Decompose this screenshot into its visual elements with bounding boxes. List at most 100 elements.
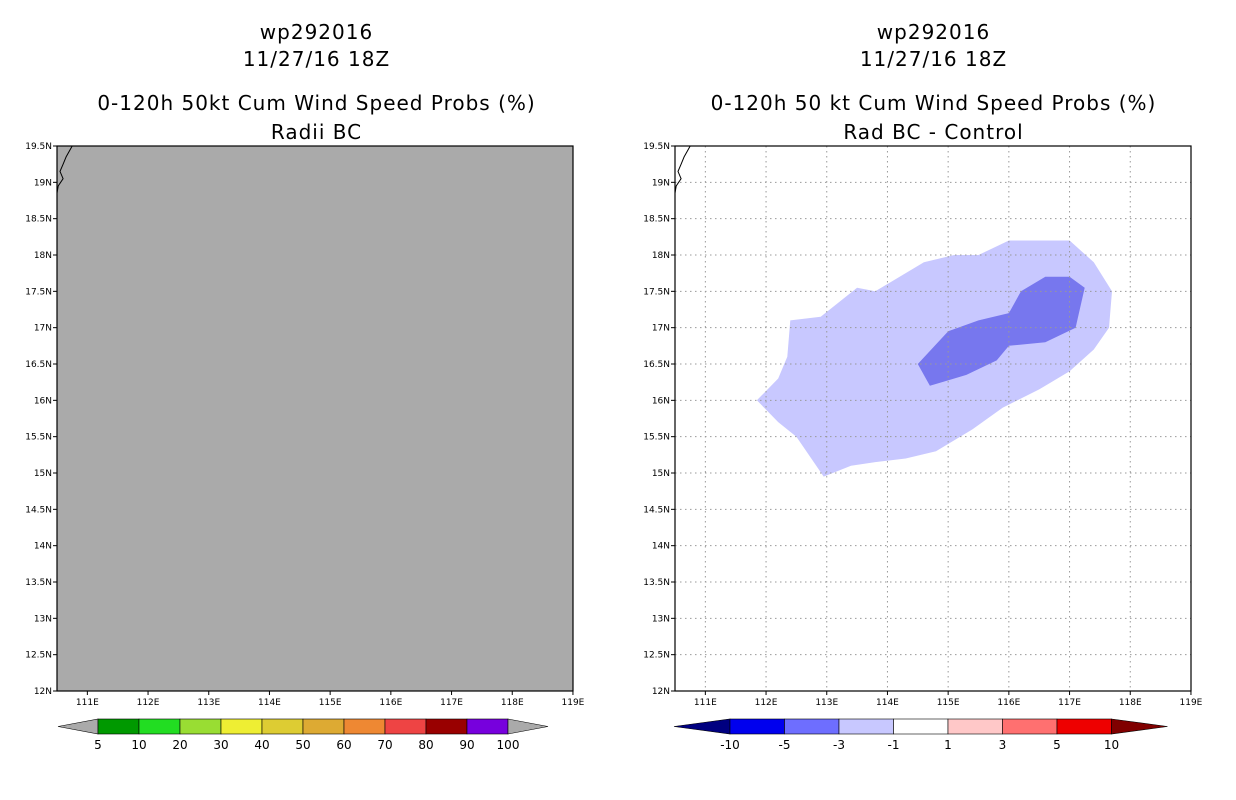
right-colorbar-box-3 [893,718,949,735]
right-frame [674,145,1192,692]
right-xtick-5: 116E [997,698,1020,708]
right-colorbar-high-arrow [1111,718,1168,735]
right-colorbar-box-0 [729,718,785,735]
right-ytick-6: 16.5N [643,360,670,370]
right-xtick-6: 117E [1058,698,1081,708]
left-colorbar-box-0 [97,718,140,735]
left-title-4: Radii BC [270,120,363,144]
left-ytick-10: 14.5N [25,505,52,515]
left-ytick-14: 12.5N [25,651,52,661]
left-ytick-15: 12N [34,687,52,697]
right-colorbar-label-3: -1 [888,738,900,752]
left-colorbar-label-9: 90 [459,738,474,752]
left-colorbar-box-9 [466,718,509,735]
right-xtick-4: 115E [937,698,960,708]
right-title-2: 11/27/16 18Z [859,47,1008,71]
left-xtick-1: 112E [137,698,160,708]
left-ytick-3: 18N [34,251,52,261]
right-colorbar-box-6 [1056,718,1112,735]
left-title-1: wp292016 [259,20,374,44]
left-xtick-4: 115E [319,698,342,708]
right-ytick-15: 12N [652,687,670,697]
left-colorbar-box-6 [343,718,386,735]
right-colorbar-label-2: -3 [833,738,845,752]
left-colorbar-label-10: 100 [497,738,520,752]
left-colorbar-box-4 [261,718,304,735]
left-colorbar-label-2: 20 [172,738,187,752]
left-ytick-7: 16N [34,396,52,406]
right-colorbar-box-1 [784,718,840,735]
right-ytick-9: 15N [652,469,670,479]
right-title-1: wp292016 [876,20,991,44]
right-xtick-8: 119E [1180,698,1203,708]
left-ytick-5: 17N [34,324,52,334]
right-ytick-1: 19N [652,178,670,188]
left-colorbar-box-5 [302,718,345,735]
left-map-panel: 111E 112E 113E 114E 115E 116E 117E 118E 119E 19.5… [25,142,585,752]
left-coastline [56,145,73,194]
left-colorbar-label-4: 40 [254,738,269,752]
left-xtick-0: 111E [76,698,99,708]
right-colorbar-label-7: 10 [1104,738,1119,752]
right-title-3: 0-120h 50 kt Cum Wind Speed Probs (%) [710,91,1157,115]
left-ytick-1: 19N [34,178,52,188]
left-colorbar-label-1: 10 [131,738,146,752]
left-colorbar-high-arrow [507,718,549,735]
right-ytick-11: 14N [652,542,670,552]
left-frame [56,145,574,692]
left-xtick-7: 118E [501,698,524,708]
left-xtick-8: 119E [562,698,585,708]
left-ytick-0: 19.5N [25,142,52,152]
left-ytick-8: 15.5N [25,433,52,443]
right-ytick-14: 12.5N [643,651,670,661]
left-title-2: 11/27/16 18Z [242,47,391,71]
left-ytick-13: 13N [34,614,52,624]
right-colorbar-label-4: 1 [944,738,952,752]
left-ytick-9: 15N [34,469,52,479]
left-ytick-12: 13.5N [25,578,52,588]
right-ytick-13: 13N [652,614,670,624]
right-ytick-0: 19.5N [643,142,670,152]
left-colorbar-low-arrow [57,718,99,735]
left-colorbar-label-6: 60 [336,738,351,752]
left-colorbar-box-2 [179,718,222,735]
right-colorbar-box-4 [947,718,1003,735]
left-xtick-3: 114E [258,698,281,708]
right-coastline [674,145,691,194]
right-xtick-0: 111E [694,698,717,708]
right-xtick-1: 112E [755,698,778,708]
right-colorbar-box-5 [1002,718,1058,735]
left-colorbar-label-8: 80 [418,738,433,752]
right-ytick-5: 17N [652,324,670,334]
left-colorbar-box-1 [138,718,181,735]
left-colorbar-label-5: 50 [295,738,310,752]
right-ytick-7: 16N [652,396,670,406]
left-plot-area [57,146,573,691]
right-colorbar-label-0: -10 [720,738,740,752]
right-colorbar-box-2 [838,718,894,735]
right-xtick-7: 118E [1119,698,1142,708]
right-ytick-10: 14.5N [643,505,670,515]
left-colorbar-box-8 [425,718,468,735]
right-ytick-3: 18N [652,251,670,261]
right-colorbar-label-5: 3 [999,738,1007,752]
left-colorbar-box-3 [220,718,263,735]
left-ytick-6: 16.5N [25,360,52,370]
right-colorbar-label-6: 5 [1053,738,1061,752]
left-ytick-11: 14N [34,542,52,552]
right-ytick-8: 15.5N [643,433,670,443]
right-colorbar-label-1: -5 [779,738,791,752]
left-colorbar-label-7: 70 [377,738,392,752]
right-title-4: Rad BC - Control [843,120,1024,144]
left-colorbar-box-7 [384,718,427,735]
left-colorbar-label-0: 5 [94,738,102,752]
left-title-3: 0-120h 50kt Cum Wind Speed Probs (%) [97,91,536,115]
right-xtick-3: 114E [876,698,899,708]
left-xtick-2: 113E [197,698,220,708]
right-colorbar-low-arrow [673,718,731,735]
right-xtick-2: 113E [815,698,838,708]
right-map-panel: 111E 112E 113E 114E 115E 116E 117E 118E 119E 19.5… [643,142,1203,752]
right-ytick-12: 13.5N [643,578,670,588]
right-ytick-2: 18.5N [643,215,670,225]
left-ytick-4: 17.5N [25,287,52,297]
